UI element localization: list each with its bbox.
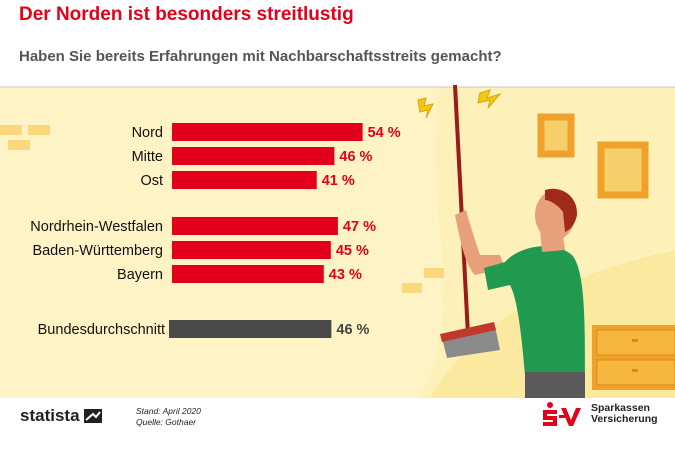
brick [28,125,50,135]
wall-bricks [0,125,444,293]
frame-small [537,113,575,158]
lightning-left [417,97,434,119]
lightning-right [477,89,502,109]
dresser-icon [592,325,675,390]
chart-area: Nord 54 % Mitte 46 % Ost 41 % Nordrhein-Westfa… [0,84,675,398]
sparkassen-wordmark: Sparkassen Versicherung [591,403,658,425]
sparkassen-logo-icon [543,402,581,426]
sparkassen-logo: Sparkassen Versicherung [541,402,658,426]
brick [402,283,422,293]
bar-bayern [172,265,324,283]
person-hair [545,188,578,232]
bar-mitte [172,147,335,165]
category-label-baden-wuerttemberg: Baden-Württemberg [32,243,163,259]
frame-large [597,141,649,199]
brick [8,140,30,150]
broom-icon [440,84,500,358]
lightning-icon [417,89,502,119]
category-label-nord: Nord [132,125,163,141]
brick [0,125,22,135]
source-date: Stand: April 2020 [136,406,201,416]
category-label-bayern: Bayern [117,267,163,283]
bar-baden-wuerttemberg [172,241,331,259]
chart-title: Der Norden ist besonders streitlustig [19,4,354,25]
bar-bundesdurchschnitt [169,320,332,338]
bar-nordrhein-westfalen [172,217,338,235]
value-label-mitte: 46 % [339,149,372,165]
bars-layer: Nord 54 % Mitte 46 % Ost 41 % Nordrhein-Westfa… [30,123,401,338]
person-icon [455,188,585,398]
person-arm [455,210,505,275]
dresser-drawer [596,359,675,386]
statista-logo: statista [20,406,102,426]
statista-wordmark: statista [20,406,80,425]
bar-nord [172,123,363,141]
statista-logo-icon [83,409,102,423]
broom-head [442,326,500,358]
chart-subtitle: Haben Sie bereits Erfahrungen mit Nachba… [19,48,502,65]
person-pants [525,372,585,398]
sparkassen-line1: Sparkassen [591,402,650,414]
broom-handle [453,84,470,336]
broom-base [440,322,496,342]
value-label-baden-wuerttemberg: 45 % [336,243,369,259]
dresser-drawer [596,329,675,356]
dresser-knob [632,339,638,342]
brick [424,268,444,278]
category-label-mitte: Mitte [132,149,163,165]
source-note: Stand: April 2020 Quelle: Gothaer [136,406,201,428]
value-label-bayern: 43 % [329,267,362,283]
person-shirt [484,246,585,375]
value-label-ost: 41 % [322,173,355,189]
dresser-knob [632,369,638,372]
value-label-bundesdurchschnitt: 46 % [336,322,369,338]
value-label-nord: 54 % [368,125,401,141]
category-label-nordrhein-westfalen: Nordrhein-Westfalen [30,219,163,235]
value-label-nordrhein-westfalen: 47 % [343,219,376,235]
category-label-ost: Ost [140,173,163,189]
bar-ost [172,171,317,189]
sparkassen-line2: Versicherung [591,413,658,425]
picture-frame-icon [537,113,649,199]
source-origin: Quelle: Gothaer [136,417,197,427]
category-label-bundesdurchschnitt: Bundesdurchschnitt [38,322,165,338]
